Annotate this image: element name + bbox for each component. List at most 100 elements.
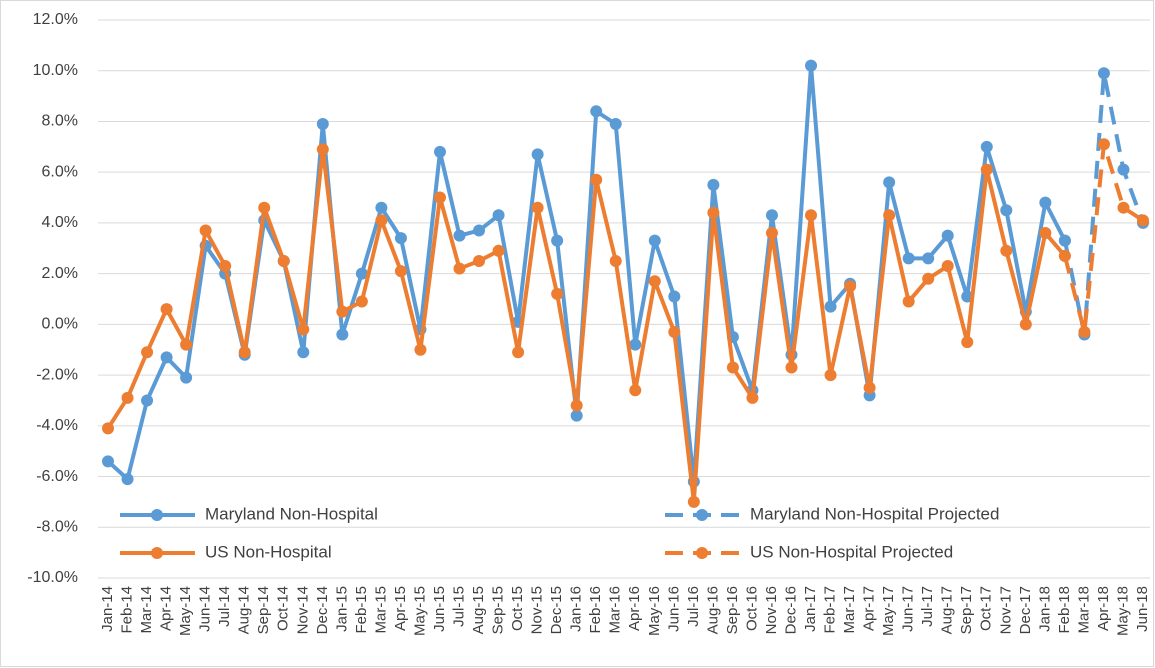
marker <box>375 201 388 214</box>
x-tick-label: Aug-15 <box>470 586 487 634</box>
marker <box>1097 67 1110 80</box>
marker <box>219 260 232 273</box>
marker <box>824 300 837 313</box>
legend-label: US Non-Hospital Projected <box>750 542 953 561</box>
marker <box>199 224 212 237</box>
y-tick-label: -2.0% <box>36 366 78 383</box>
x-tick-label: Jun-16 <box>665 586 682 632</box>
marker <box>746 391 759 404</box>
marker <box>883 176 896 189</box>
marker <box>355 267 368 280</box>
marker <box>590 173 603 186</box>
marker <box>1058 234 1071 247</box>
marker <box>1019 318 1032 331</box>
series-line <box>106 63 1067 484</box>
marker <box>512 346 525 359</box>
x-tick-label: Oct-14 <box>275 586 292 631</box>
x-tick-label: Sep-14 <box>255 586 272 634</box>
marker <box>473 224 486 237</box>
marker <box>258 201 271 214</box>
y-tick-label: -8.0% <box>36 518 78 535</box>
x-tick-label: Jun-18 <box>1134 586 1151 632</box>
marker <box>433 145 446 158</box>
marker <box>961 336 974 349</box>
legend-label: Maryland Non-Hospital <box>205 504 378 523</box>
marker <box>355 295 368 308</box>
marker <box>1117 201 1130 214</box>
y-tick-label: -6.0% <box>36 468 78 485</box>
marker <box>453 262 466 275</box>
marker <box>121 391 134 404</box>
marker <box>160 351 173 364</box>
marker <box>648 234 661 247</box>
marker <box>102 455 114 468</box>
marker <box>941 260 954 273</box>
marker <box>629 384 642 397</box>
x-tick-label: Dec-16 <box>782 586 799 634</box>
marker <box>609 117 622 130</box>
x-tick-label: Apr-15 <box>392 586 409 631</box>
x-tick-label: May-15 <box>411 586 428 636</box>
legend-marker <box>151 547 163 559</box>
marker <box>765 209 778 222</box>
x-tick-label: Apr-14 <box>158 586 175 631</box>
legend-marker <box>696 509 708 521</box>
marker <box>297 346 310 359</box>
marker <box>785 361 798 374</box>
x-tick-label: Jan-18 <box>1036 586 1053 632</box>
marker <box>824 369 837 382</box>
marker <box>492 244 505 257</box>
marker <box>570 409 583 422</box>
marker <box>551 234 564 247</box>
marker <box>1000 244 1013 257</box>
marker <box>726 361 739 374</box>
marker <box>531 201 544 214</box>
x-tick-label: Apr-18 <box>1095 586 1112 631</box>
x-tick-label: May-16 <box>646 586 663 636</box>
x-tick-label: Feb-17 <box>822 586 839 634</box>
marker <box>707 178 720 191</box>
marker <box>941 229 954 242</box>
x-tick-label: Apr-16 <box>626 586 643 631</box>
marker <box>1117 163 1130 176</box>
marker <box>1039 227 1052 240</box>
x-tick-label: Nov-17 <box>997 586 1014 634</box>
marker <box>141 346 154 359</box>
y-tick-label: -4.0% <box>36 417 78 434</box>
x-tick-label: Feb-14 <box>118 586 135 634</box>
marker <box>902 252 915 265</box>
marker <box>453 229 466 242</box>
marker <box>765 227 778 240</box>
x-tick-label: Jul-16 <box>685 586 702 627</box>
marker <box>394 265 407 278</box>
marker <box>863 381 876 394</box>
x-tick-label: Mar-18 <box>1075 586 1092 634</box>
marker <box>883 209 896 222</box>
marker <box>336 328 349 341</box>
marker <box>394 232 407 245</box>
x-tick-label: Jun-17 <box>900 586 917 632</box>
marker <box>473 254 486 267</box>
x-tick-label: Jan-17 <box>802 586 819 632</box>
x-tick-label: May-17 <box>880 586 897 636</box>
marker <box>1078 325 1091 338</box>
marker <box>492 209 505 222</box>
marker <box>121 473 134 486</box>
marker <box>1137 214 1149 227</box>
x-tick-label: Mar-15 <box>372 586 389 634</box>
marker <box>1000 204 1013 217</box>
y-tick-label: -10.0% <box>27 569 78 586</box>
marker <box>141 394 154 407</box>
x-tick-label: Sep-15 <box>490 586 507 634</box>
legend-label: Maryland Non-Hospital Projected <box>750 504 999 523</box>
x-tick-label: Feb-18 <box>1056 586 1073 634</box>
x-tick-label: Aug-16 <box>704 586 721 634</box>
marker <box>1058 249 1071 262</box>
x-tick-label: Aug-14 <box>236 586 253 634</box>
y-tick-label: 0.0% <box>42 316 78 333</box>
x-tick-label: May-18 <box>1114 586 1131 636</box>
marker <box>629 338 642 351</box>
marker <box>531 148 544 161</box>
